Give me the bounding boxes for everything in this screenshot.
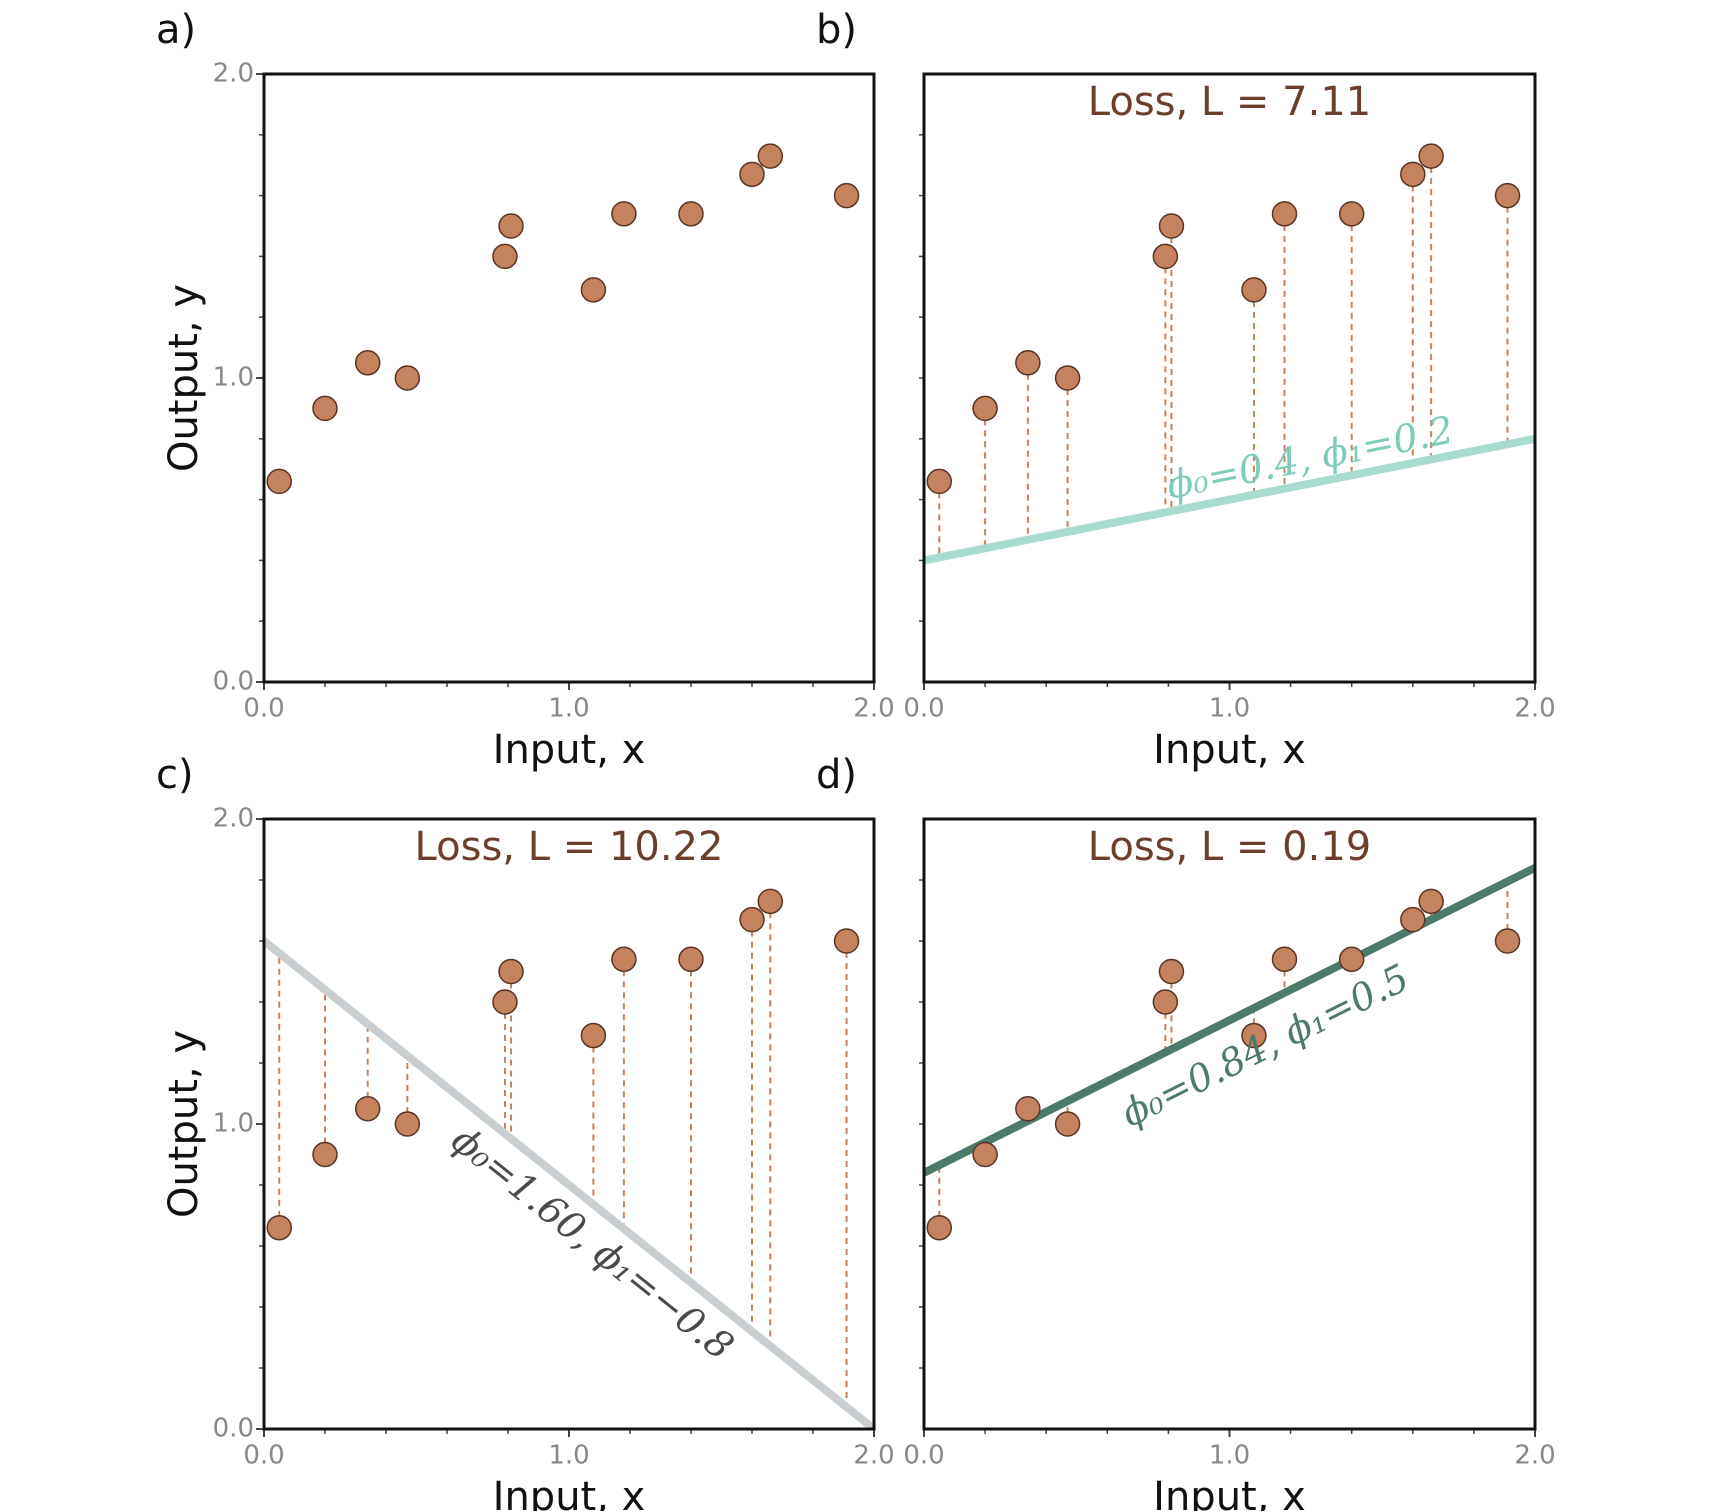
data-point <box>757 143 784 169</box>
data-point <box>266 1214 292 1241</box>
data-point <box>739 161 765 188</box>
x-axis-label: Input, x <box>493 727 646 773</box>
x-axis-label: Input, x <box>493 1474 646 1511</box>
loss-annotation: Loss, L = 7.11 <box>1088 79 1371 125</box>
data-point <box>354 350 381 376</box>
data-point <box>1152 989 1179 1015</box>
data-point <box>312 1141 338 1168</box>
plot-area <box>924 864 1535 1241</box>
plot-area <box>264 888 874 1429</box>
y-tick-label: 1.0 <box>213 363 254 393</box>
panel-label: d) <box>816 752 857 798</box>
data-point <box>312 395 338 422</box>
plot-area <box>266 143 860 495</box>
y-tick-label: 2.0 <box>213 59 254 89</box>
plot-frame <box>262 72 876 684</box>
data-point <box>1338 946 1365 973</box>
y-tick-label: 0.0 <box>213 1414 254 1444</box>
data-point <box>394 365 421 391</box>
panel-label: c) <box>156 752 194 798</box>
x-tick-label: 1.0 <box>1209 1441 1250 1471</box>
panel-label: b) <box>816 7 857 53</box>
x-tick-label: 2.0 <box>853 694 894 724</box>
data-point <box>498 958 524 985</box>
x-tick-label: 2.0 <box>1514 1441 1555 1471</box>
loss-annotation: Loss, L = 0.19 <box>1088 824 1371 870</box>
data-point <box>492 243 518 270</box>
data-point <box>354 1096 381 1122</box>
x-tick-label: 0.0 <box>243 1441 284 1471</box>
data-point <box>611 946 637 973</box>
x-tick-label: 2.0 <box>853 1441 894 1471</box>
data-point <box>1400 161 1426 188</box>
data-point <box>1418 143 1444 169</box>
data-point <box>833 182 860 209</box>
x-tick-label: 1.0 <box>548 1441 589 1471</box>
data-point <box>926 1214 953 1241</box>
data-point <box>757 888 784 915</box>
data-point <box>1418 888 1444 915</box>
y-axis-label: Output, y <box>161 284 207 472</box>
data-point <box>580 277 607 303</box>
x-axis-label: Input, x <box>1153 1474 1306 1511</box>
data-point <box>678 201 704 227</box>
data-point <box>394 1111 421 1137</box>
data-point <box>833 928 860 954</box>
data-point <box>611 201 637 227</box>
data-point <box>739 906 765 933</box>
fit-line <box>924 434 1535 565</box>
data-point <box>266 468 292 495</box>
data-point <box>1241 1022 1267 1049</box>
x-tick-label: 2.0 <box>1514 694 1555 724</box>
panel-label: a) <box>156 7 196 53</box>
data-point <box>1158 958 1185 985</box>
data-point <box>1054 365 1081 391</box>
y-tick-label: 2.0 <box>213 804 254 834</box>
data-point <box>1054 1111 1081 1137</box>
line-label: ϕ₀=0.84, ϕ₁=0.5 <box>1114 956 1416 1136</box>
data-point <box>1271 946 1298 973</box>
line-label: ϕ₀=1.60, ϕ₁=−0.8 <box>443 1117 741 1368</box>
data-point <box>926 468 953 495</box>
data-point <box>1015 1096 1041 1122</box>
y-tick-label: 0.0 <box>213 667 254 697</box>
x-tick-label: 0.0 <box>903 694 944 724</box>
x-tick-label: 1.0 <box>548 694 589 724</box>
data-point <box>1494 182 1521 209</box>
data-point <box>580 1022 607 1049</box>
data-point <box>1271 201 1298 227</box>
data-point <box>1015 350 1041 376</box>
data-point <box>972 1141 998 1168</box>
data-point <box>1152 243 1179 270</box>
data-point <box>1158 213 1185 239</box>
x-tick-label: 0.0 <box>903 1441 944 1471</box>
data-point <box>972 395 998 422</box>
x-axis-label: Input, x <box>1153 727 1306 773</box>
line-label: ϕ₀=0.4, ϕ₁=0.2 <box>1163 408 1457 508</box>
loss-annotation: Loss, L = 10.22 <box>415 824 724 870</box>
data-point <box>1241 277 1267 303</box>
plot-frame <box>922 72 1537 684</box>
fit-line <box>924 864 1535 1177</box>
data-point <box>678 946 704 973</box>
plot-area <box>924 143 1535 565</box>
plot-frame <box>262 817 876 1431</box>
y-axis-label: Output, y <box>161 1030 207 1218</box>
data-point <box>492 989 518 1015</box>
data-point <box>1494 928 1521 954</box>
data-point <box>1400 906 1426 933</box>
y-tick-label: 1.0 <box>213 1109 254 1139</box>
x-tick-label: 0.0 <box>243 694 284 724</box>
x-tick-label: 1.0 <box>1209 694 1250 724</box>
fit-line <box>264 937 874 1429</box>
data-point <box>1338 201 1365 227</box>
plot-frame <box>922 817 1537 1431</box>
data-point <box>498 213 524 239</box>
